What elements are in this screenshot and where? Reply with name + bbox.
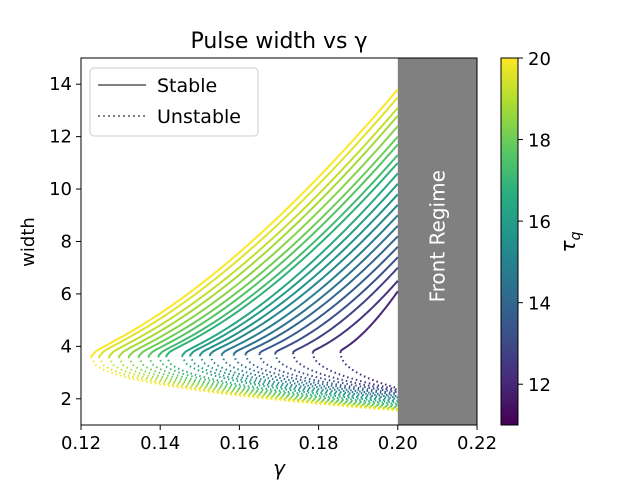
stable-branch-12 bbox=[165, 162, 399, 357]
stable-branch-17 bbox=[117, 115, 399, 358]
colorbar-tick-label: 16 bbox=[528, 212, 551, 233]
unstable-branch-17 bbox=[117, 356, 398, 410]
stable-branch-11 bbox=[181, 172, 399, 357]
unstable-branch-6 bbox=[232, 353, 398, 398]
colorbar: 12 14 16 18 20 τq bbox=[500, 49, 584, 426]
stable-branch-5 bbox=[244, 235, 399, 355]
stable-branch-16 bbox=[127, 125, 399, 358]
unstable-branch-19 bbox=[97, 356, 398, 411]
x-tick-label: 0.16 bbox=[219, 433, 259, 454]
colorbar-tick-label: 20 bbox=[528, 49, 551, 70]
stable-branch-0 bbox=[339, 290, 399, 353]
front-regime-label: Front Regime bbox=[425, 170, 449, 302]
stable-branch-1 bbox=[311, 280, 399, 353]
unstable-branch-1 bbox=[311, 351, 398, 391]
stable-branch-19 bbox=[98, 96, 399, 358]
colorbar-label: τq bbox=[556, 231, 584, 252]
colorbar-label-sub: q bbox=[568, 231, 584, 240]
y-axis-label: width bbox=[18, 217, 39, 267]
unstable-branch-5 bbox=[244, 353, 398, 396]
stable-branch-3 bbox=[274, 256, 399, 354]
x-axis-ticks: 0.12 0.14 0.16 0.18 0.20 0.22 bbox=[61, 425, 497, 454]
stable-branch-18 bbox=[107, 107, 399, 358]
unstable-branch-11 bbox=[181, 355, 398, 404]
stable-branch-4 bbox=[258, 246, 399, 355]
stable-branch-7 bbox=[220, 214, 399, 356]
unstable-branch-10 bbox=[188, 354, 398, 403]
y-tick-label: 4 bbox=[61, 336, 72, 357]
stable-branch-6 bbox=[232, 225, 399, 355]
y-tick-label: 12 bbox=[49, 127, 72, 148]
x-tick-label: 0.14 bbox=[140, 433, 180, 454]
y-tick-label: 6 bbox=[61, 284, 72, 305]
x-tick-label: 0.12 bbox=[61, 433, 101, 454]
stable-branch-13 bbox=[157, 154, 399, 357]
legend-stable-label: Stable bbox=[157, 75, 217, 97]
y-tick-label: 2 bbox=[61, 389, 72, 410]
stable-branch-9 bbox=[199, 193, 399, 356]
unstable-branch-7 bbox=[220, 354, 398, 399]
plot-area: Front Regime bbox=[80, 57, 478, 426]
y-tick-label: 10 bbox=[49, 179, 72, 200]
front-regime-region bbox=[397, 58, 477, 425]
x-axis-label: γ bbox=[273, 456, 286, 480]
y-tick-label: 8 bbox=[61, 232, 72, 253]
colorbar-label-main: τ bbox=[556, 239, 580, 252]
y-axis-ticks: 2 4 6 8 10 12 14 bbox=[49, 74, 81, 410]
colorbar-tick-label: 14 bbox=[528, 294, 551, 315]
unstable-branch-9 bbox=[198, 354, 398, 402]
stable-branch-20 bbox=[90, 88, 399, 358]
stable-branch-8 bbox=[208, 204, 399, 356]
y-tick-label: 14 bbox=[49, 74, 72, 95]
x-tick-label: 0.20 bbox=[378, 433, 418, 454]
colorbar-tick-label: 18 bbox=[528, 131, 551, 152]
stable-branch-2 bbox=[292, 267, 399, 354]
unstable-branch-3 bbox=[274, 352, 398, 394]
legend-unstable-label: Unstable bbox=[157, 106, 241, 128]
stable-branch-10 bbox=[189, 183, 399, 356]
unstable-branch-12 bbox=[165, 355, 398, 406]
legend: Stable Unstable bbox=[89, 67, 259, 137]
unstable-branch-0 bbox=[339, 351, 399, 390]
stable-branch-14 bbox=[147, 143, 399, 357]
stable-branch-15 bbox=[137, 135, 399, 358]
colorbar-ticks: 12 14 16 18 20 bbox=[518, 49, 551, 396]
unstable-branch-20 bbox=[90, 356, 398, 412]
colorbar-tick-label: 12 bbox=[528, 375, 551, 396]
x-tick-label: 0.22 bbox=[457, 433, 497, 454]
chart-title: Pulse width vs γ bbox=[190, 29, 367, 54]
colorbar-gradient bbox=[500, 57, 519, 426]
x-tick-label: 0.18 bbox=[299, 433, 339, 454]
curves-layer bbox=[90, 88, 399, 412]
